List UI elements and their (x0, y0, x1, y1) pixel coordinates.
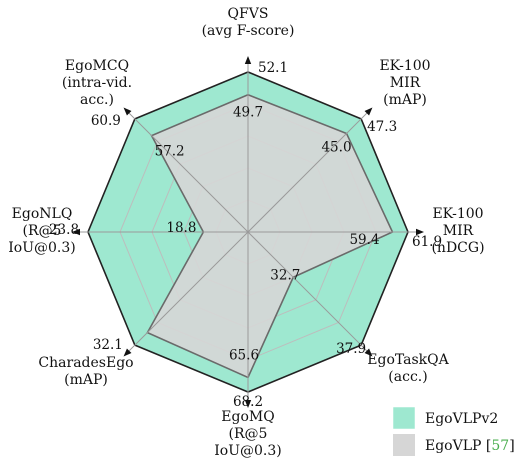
axis-arrowhead (364, 348, 373, 357)
axis-label: CharadesEgo (mAP) (38, 355, 133, 388)
axis-labels: QFVS (avg F-score) EK-100 MIR (mAP) EK-100 MIR… (8, 6, 484, 459)
axis-label: EK-100 MIR (nDCG) (431, 206, 484, 256)
axis-spoke-6 (126, 231, 249, 354)
legend-swatch-egovlpv2 (392, 406, 416, 430)
axis-arrowhead (123, 107, 132, 116)
legend-swatch-egovlp (393, 434, 415, 456)
axis-label: EgoMQ (R@5 IoU@0.3) (214, 409, 281, 459)
axis-arrowhead (244, 56, 252, 64)
value-label-egovlp: 59.4 (349, 232, 379, 248)
value-label-egovlp: 57.2 (155, 144, 185, 160)
axis-arrowhead (123, 348, 132, 357)
value-label-egovlpv2: 60.9 (91, 113, 121, 129)
axis-label: QFVS (avg F-score) (202, 6, 295, 39)
axis-label: EK-100 MIR (mAP) (379, 58, 430, 108)
axis-spoke-8 (126, 110, 249, 233)
axis-label: EgoNLQ (R@5 IoU@0.3) (8, 206, 75, 256)
axis-arrowhead (244, 400, 252, 408)
value-label-egovlp: 49.7 (233, 105, 263, 121)
value-label-egovlp: 65.6 (229, 347, 259, 363)
value-label-egovlpv2: 47.3 (367, 119, 397, 135)
axis-label: EgoTaskQA (acc.) (367, 352, 449, 385)
value-label-egovlpv2: 61.9 (412, 234, 442, 250)
axis-arrowhead (364, 107, 373, 116)
axis-spoke-4 (247, 231, 370, 354)
legend-label-egovlpv2: EgoVLPv2 (425, 411, 498, 427)
value-label-egovlpv2: 68.2 (233, 394, 263, 410)
value-labels: 52.1 47.3 61.9 37.9 68.2 32.1 23.8 60.9 49.7 45.0… (49, 60, 442, 410)
legend: EgoVLPv2 EgoVLP [57] (392, 406, 515, 456)
value-label-egovlp: 18.8 (166, 220, 196, 236)
axis-spokes (72, 56, 424, 408)
value-label-egovlpv2: 37.9 (336, 341, 366, 357)
axis-spoke-2 (247, 110, 370, 233)
axis-label: EgoMCQ (intra-vid. acc.) (62, 58, 132, 108)
axis-arrowhead (72, 228, 80, 236)
value-label-egovlpv2: 23.8 (49, 222, 79, 238)
value-label-egovlpv2: 32.1 (93, 337, 123, 353)
value-label-egovlpv2: 52.1 (258, 60, 288, 76)
value-label-egovlp: 32.7 (270, 267, 300, 283)
legend-label-egovlp: EgoVLP [57] (425, 438, 515, 454)
value-label-egovlp: 45.0 (321, 140, 351, 156)
axis-arrowhead (416, 228, 424, 236)
